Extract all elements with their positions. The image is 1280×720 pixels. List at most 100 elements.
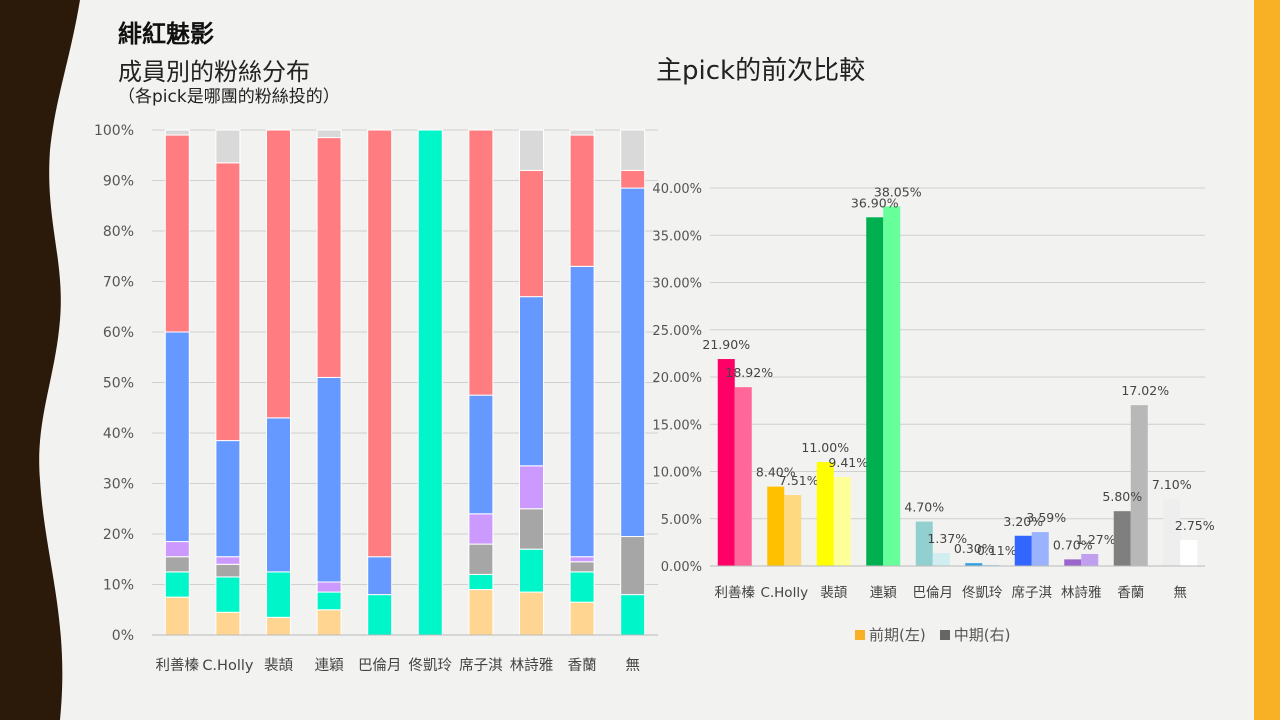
left-bar-segment — [316, 581, 342, 593]
left-bar-segment — [519, 465, 544, 510]
left-y-tick: 40% — [103, 426, 134, 442]
legend-label-mid: 中期(右) — [953, 626, 1011, 644]
left-y-tick: 0% — [112, 628, 134, 644]
left-bar-segment — [620, 129, 646, 171]
left-x-label: 巴倫月 — [358, 657, 402, 674]
left-bar-segment — [316, 129, 342, 139]
left-bar-segment — [519, 508, 544, 550]
legend-item-previous: 前期(左) — [855, 624, 926, 645]
right-accent-bar — [1254, 0, 1280, 720]
left-x-label: 佟凱玲 — [409, 657, 453, 674]
right-bar-previous — [767, 486, 785, 566]
right-bar-label-mid: 38.05% — [874, 184, 922, 199]
right-bar-label-mid: 1.37% — [927, 531, 967, 546]
left-bar-segment — [215, 162, 241, 442]
left-bar-segment — [519, 169, 544, 298]
left-bar-segment — [620, 169, 646, 189]
right-bar-mid — [734, 387, 752, 566]
right-x-label: 連穎 — [870, 585, 898, 601]
right-bar-previous — [915, 521, 933, 566]
right-bar-previous — [816, 462, 834, 566]
right-x-label: 無 — [1174, 585, 1188, 601]
right-bar-label-mid: 7.51% — [779, 473, 819, 488]
left-bar-segment — [468, 129, 494, 396]
left-y-tick: 10% — [103, 578, 134, 594]
left-bar-segment — [164, 331, 190, 543]
left-bar-segment — [620, 594, 646, 636]
left-x-label: 林詩雅 — [510, 657, 554, 674]
left-bar-segment — [164, 556, 190, 573]
left-bar-segment — [215, 440, 241, 558]
right-y-tick: 40.00% — [652, 182, 702, 197]
right-bar-label-previous: 5.80% — [1102, 489, 1142, 504]
right-chart-legend: 前期(左) 中期(右) — [855, 624, 1010, 645]
left-x-label: 利善榛 — [156, 657, 200, 674]
right-bar-mid — [883, 206, 901, 567]
left-chart-title: 成員別的粉絲分布 — [118, 58, 310, 86]
right-bar-label-mid: 3.59% — [1026, 510, 1066, 525]
left-bar-segment — [417, 129, 443, 636]
right-bar-mid — [1081, 553, 1099, 566]
right-bar-label-previous: 8.40% — [756, 465, 796, 480]
left-bar-segment — [164, 134, 190, 333]
right-y-tick: 5.00% — [661, 513, 702, 528]
left-bar-segment — [215, 563, 241, 578]
right-x-label: 席子淇 — [1012, 585, 1053, 601]
right-x-label: 佟凱玲 — [962, 585, 1003, 601]
right-y-tick: 30.00% — [652, 277, 702, 292]
right-x-label: 香蘭 — [1117, 585, 1144, 601]
left-bar-segment — [215, 611, 241, 636]
left-bar-segment — [215, 556, 241, 565]
left-bar-segment — [164, 129, 190, 136]
right-x-label: 利善榛 — [715, 585, 756, 601]
right-bar-previous — [1014, 535, 1032, 566]
left-bar-segment — [266, 129, 291, 419]
right-bar-label-mid: 9.41% — [828, 455, 868, 470]
legend-swatch-previous — [855, 629, 865, 640]
right-bar-mid — [1031, 532, 1049, 566]
right-bar-label-mid: 1.27% — [1076, 532, 1116, 547]
right-bar-mid — [1180, 540, 1198, 566]
left-bar-segment — [215, 576, 241, 613]
right-chart-title: 主pick的前次比較 — [656, 56, 866, 86]
right-bar-label-previous: 0.70% — [1053, 537, 1093, 552]
left-x-label: 香蘭 — [568, 657, 597, 674]
left-bar-segment — [569, 571, 595, 603]
right-bar-previous — [717, 359, 735, 566]
left-bar-segment — [316, 137, 342, 378]
right-bar-mid — [1130, 405, 1148, 566]
left-x-label: C.Holly — [202, 658, 254, 674]
right-bar-mid — [833, 477, 851, 566]
right-bar-label-previous: 4.70% — [904, 500, 944, 515]
legend-swatch-mid — [939, 629, 950, 640]
left-bar-segment — [468, 394, 494, 515]
left-y-tick: 100% — [94, 123, 134, 139]
left-y-tick: 50% — [103, 376, 134, 392]
left-y-tick: 60% — [103, 325, 134, 341]
left-decoration-shape — [0, 0, 80, 720]
right-bar-label-mid: 18.92% — [725, 365, 773, 380]
left-bar-segment — [367, 129, 393, 558]
left-bar-segment — [468, 543, 494, 575]
right-bar-label-mid: 0.11% — [977, 543, 1017, 558]
left-y-tick: 90% — [103, 174, 134, 190]
left-bar-segment — [519, 129, 544, 171]
right-bar-previous — [1064, 559, 1082, 566]
left-y-tick: 80% — [103, 224, 134, 240]
left-bar-segment — [164, 571, 190, 598]
left-bar-segment — [367, 594, 393, 636]
right-y-tick: 35.00% — [652, 229, 702, 244]
right-y-tick: 20.00% — [652, 371, 702, 386]
right-bar-label-previous: 0.30% — [954, 541, 994, 556]
left-bar-segment — [569, 561, 595, 573]
legend-label-previous: 前期(左) — [869, 626, 926, 644]
left-bar-segment — [569, 265, 595, 558]
left-bar-segment — [468, 573, 494, 591]
right-bar-previous — [965, 563, 983, 566]
left-bar-segment — [569, 601, 595, 636]
right-y-tick: 10.00% — [652, 466, 702, 481]
left-y-tick: 20% — [103, 527, 134, 543]
left-bar-segment — [215, 129, 241, 164]
right-bar-label-previous: 21.90% — [702, 337, 750, 352]
left-x-label: 裴頡 — [264, 657, 293, 674]
